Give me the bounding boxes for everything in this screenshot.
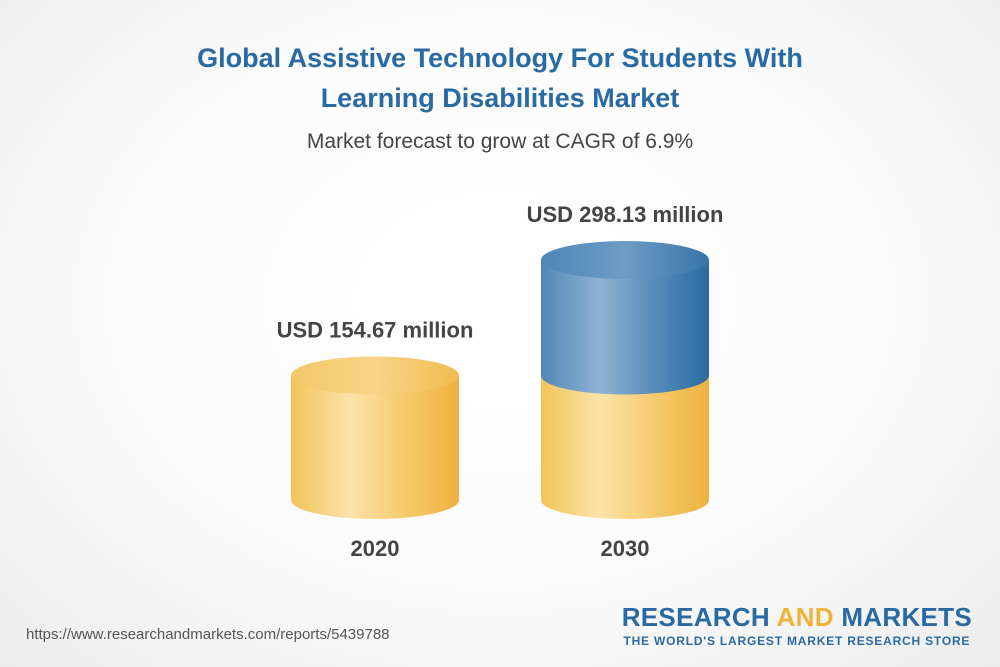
source-url[interactable]: https://www.researchandmarkets.com/repor… bbox=[26, 626, 390, 643]
brand-logo: RESEARCH AND MARKETS THE WORLD'S LARGEST… bbox=[622, 602, 972, 648]
category-label-1: 2020 bbox=[351, 536, 400, 561]
brand-tagline: THE WORLD'S LARGEST MARKET RESEARCH STOR… bbox=[623, 634, 971, 648]
brand-name: RESEARCH AND MARKETS bbox=[622, 602, 972, 632]
chart-title: Global Assistive Technology For Students… bbox=[0, 38, 1000, 118]
value-label-2: USD 298.13 million bbox=[527, 202, 724, 227]
brand-word-and: AND bbox=[776, 602, 834, 632]
bar-1-top bbox=[291, 356, 459, 395]
value-label-1: USD 154.67 million bbox=[277, 317, 474, 342]
bar-2-base-segment bbox=[541, 375, 709, 519]
brand-word-markets: MARKETS bbox=[841, 602, 972, 632]
category-label-2: 2030 bbox=[601, 536, 650, 561]
bar-2-top bbox=[541, 241, 709, 279]
bar-1-body bbox=[291, 375, 459, 519]
chart-subtitle: Market forecast to grow at CAGR of 6.9% bbox=[306, 130, 694, 153]
title-line-2: Learning Disabilities Market bbox=[320, 83, 680, 113]
title-line-1: Global Assistive Technology For Students… bbox=[197, 43, 803, 73]
bar-2-growth-segment bbox=[541, 260, 709, 395]
brand-word-research: RESEARCH bbox=[621, 602, 771, 632]
